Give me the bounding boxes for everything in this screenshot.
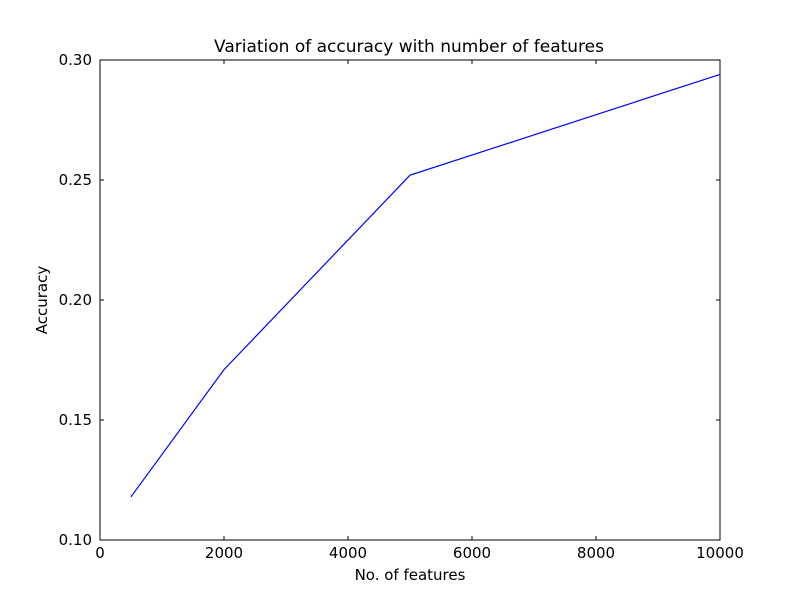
x-tick-label: 10000 <box>696 544 744 562</box>
series-layer <box>130 73 721 498</box>
y-tick-label: 0.20 <box>59 291 92 309</box>
chart-title: Variation of accuracy with number of fea… <box>214 37 604 57</box>
x-tick-label: 6000 <box>453 544 491 562</box>
axis-tick-labels: 0 2000 4000 6000 8000 10000 0.10 0.15 0.20 0.25 0.… <box>59 51 744 562</box>
y-tick-label: 0.10 <box>59 531 92 549</box>
y-tick-label: 0.30 <box>59 51 92 69</box>
series-line <box>130 73 721 498</box>
data-point <box>409 175 410 176</box>
x-tick-label: 0 <box>95 544 105 562</box>
y-tick-label: 0.25 <box>59 171 92 189</box>
x-axis-label: No. of features <box>355 566 466 584</box>
data-point <box>223 369 224 370</box>
x-tick-label: 4000 <box>329 544 367 562</box>
axis-ticks <box>99 59 721 541</box>
x-tick-label: 2000 <box>205 544 243 562</box>
data-point <box>719 74 720 75</box>
y-tick-label: 0.15 <box>59 411 92 429</box>
plot-frame <box>99 59 721 541</box>
y-axis-label: Accuracy <box>33 266 51 335</box>
x-tick-label: 8000 <box>577 544 615 562</box>
data-point <box>130 496 131 497</box>
